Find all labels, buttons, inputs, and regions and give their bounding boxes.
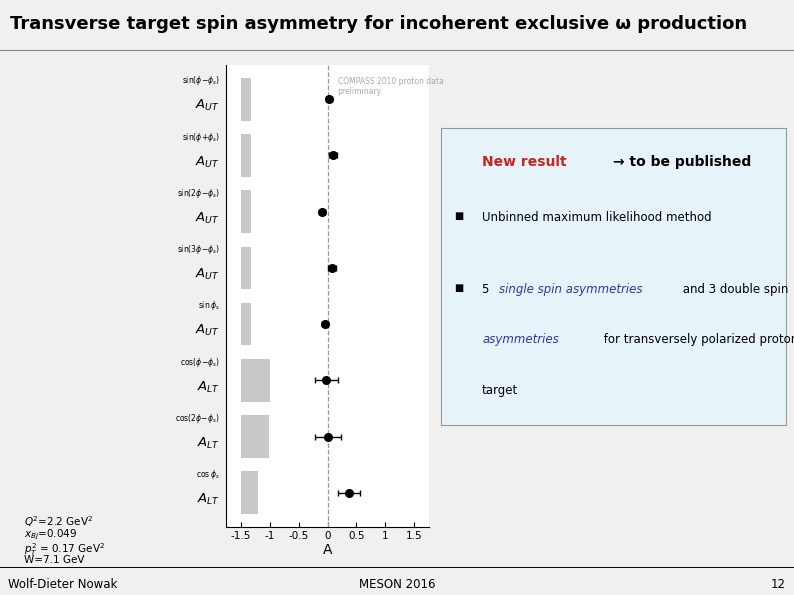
Text: $x_{Bj}$=0.049: $x_{Bj}$=0.049	[24, 528, 77, 543]
Text: asymmetries: asymmetries	[482, 333, 559, 346]
Text: → to be published: → to be published	[613, 155, 752, 169]
Text: Wolf-Dieter Nowak: Wolf-Dieter Nowak	[8, 578, 118, 591]
Text: single spin asymmetries: single spin asymmetries	[499, 283, 643, 296]
Bar	[241, 78, 251, 121]
Text: MESON 2016: MESON 2016	[359, 578, 435, 591]
X-axis label: A: A	[323, 543, 332, 557]
Text: $\sin(3\phi\!-\!\phi_s)$: $\sin(3\phi\!-\!\phi_s)$	[177, 243, 220, 256]
Text: $\sin(2\phi\!-\!\phi_s)$: $\sin(2\phi\!-\!\phi_s)$	[177, 187, 220, 200]
Text: $A_{UT}$: $A_{UT}$	[195, 155, 220, 170]
Text: $A_{UT}$: $A_{UT}$	[195, 98, 220, 114]
Text: $p_T^2$ = 0.17 GeV$^2$: $p_T^2$ = 0.17 GeV$^2$	[24, 541, 105, 558]
Text: $A_{UT}$: $A_{UT}$	[195, 267, 220, 282]
Text: $Q^2$=2.2 GeV$^2$: $Q^2$=2.2 GeV$^2$	[24, 515, 93, 530]
Bar	[241, 471, 258, 514]
Text: and 3 double spin: and 3 double spin	[679, 283, 788, 296]
Text: New result: New result	[482, 155, 567, 169]
Text: $A_{UT}$: $A_{UT}$	[195, 323, 220, 339]
Bar	[241, 303, 251, 346]
Text: Unbinned maximum likelihood method: Unbinned maximum likelihood method	[482, 211, 711, 224]
Text: ■: ■	[454, 283, 464, 293]
Text: $A_{LT}$: $A_{LT}$	[197, 436, 220, 451]
Text: W=7.1 GeV: W=7.1 GeV	[24, 555, 84, 565]
Text: $A_{LT}$: $A_{LT}$	[197, 492, 220, 507]
Text: $\sin\phi_s$: $\sin\phi_s$	[198, 299, 220, 312]
Text: $A_{UT}$: $A_{UT}$	[195, 211, 220, 226]
Text: COMPASS 2010 proton data
preliminary: COMPASS 2010 proton data preliminary	[337, 77, 443, 96]
Text: target: target	[482, 384, 518, 397]
Text: 12: 12	[771, 578, 786, 591]
Text: $\cos(\phi\!-\!\phi_s)$: $\cos(\phi\!-\!\phi_s)$	[180, 356, 220, 368]
Bar	[241, 134, 251, 177]
Text: $\cos(2\phi\!-\!\phi_s)$: $\cos(2\phi\!-\!\phi_s)$	[175, 412, 220, 425]
Text: ■: ■	[454, 211, 464, 221]
Bar	[241, 359, 270, 402]
Bar	[241, 190, 251, 233]
Text: $\sin(\phi\!+\!\phi_s)$: $\sin(\phi\!+\!\phi_s)$	[182, 131, 220, 143]
Text: 5: 5	[482, 283, 493, 296]
Text: for transversely polarized proton: for transversely polarized proton	[599, 333, 794, 346]
Text: $\sin(\phi\!-\!\phi_s)$: $\sin(\phi\!-\!\phi_s)$	[182, 74, 220, 87]
Text: $A_{LT}$: $A_{LT}$	[197, 380, 220, 394]
Text: $\cos\phi_s$: $\cos\phi_s$	[196, 468, 220, 481]
Bar	[241, 246, 251, 289]
Text: Transverse target spin asymmetry for incoherent exclusive ω production: Transverse target spin asymmetry for inc…	[10, 15, 746, 33]
Bar	[241, 415, 268, 458]
